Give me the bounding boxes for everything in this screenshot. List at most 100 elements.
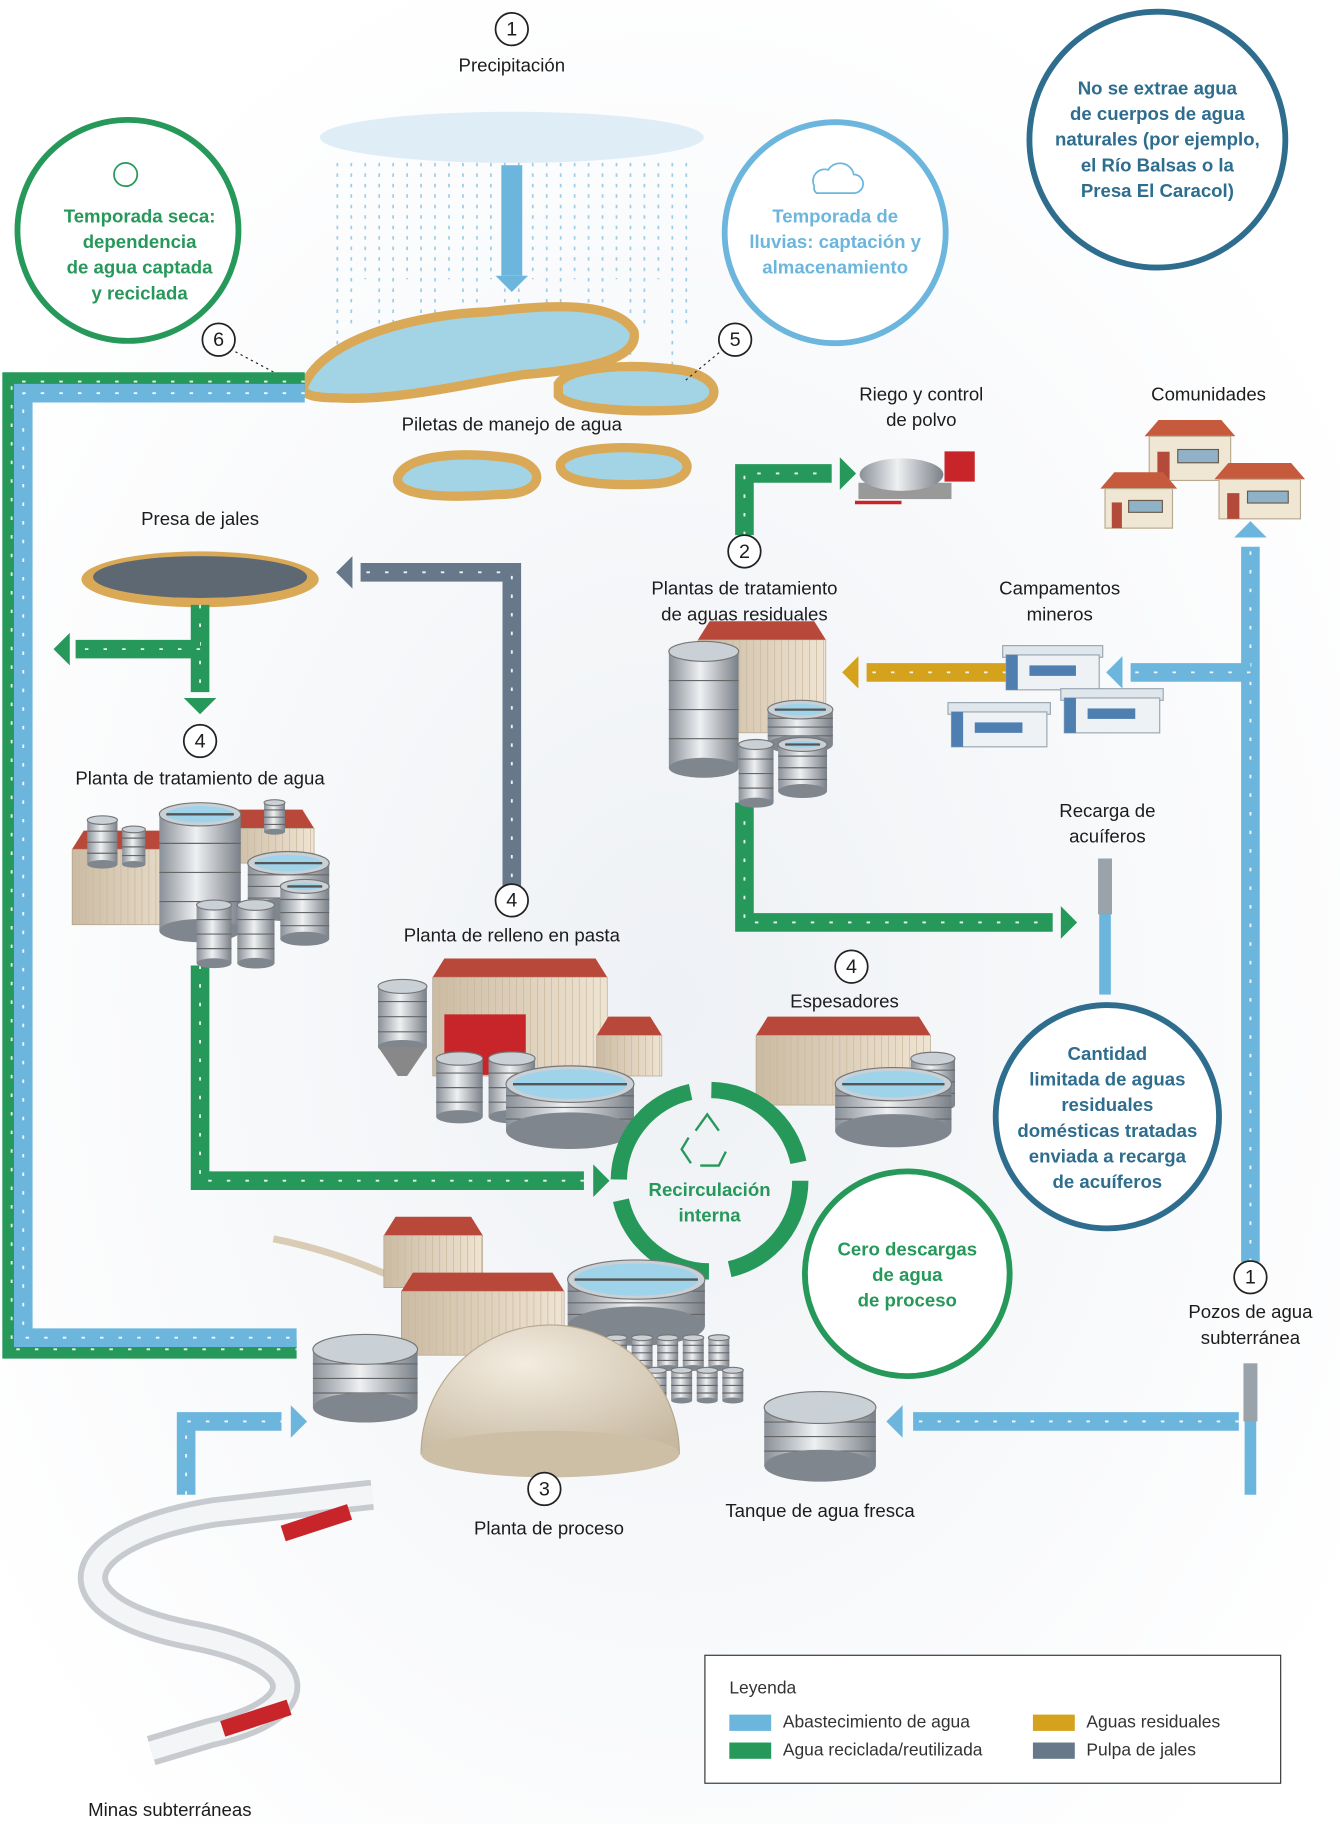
step-number: 1: [1245, 1267, 1256, 1289]
step-number: 4: [195, 730, 206, 752]
callout-text: Presa El Caracol): [1081, 180, 1234, 201]
callout-text: de acuíferos: [1053, 1171, 1163, 1192]
callout-text: Temporada de: [772, 205, 898, 226]
step-number: 5: [730, 329, 741, 351]
tank-bottom: [87, 860, 117, 869]
label: Pozos de agua: [1188, 1301, 1313, 1322]
callout-text: de agua captada: [67, 257, 213, 278]
supply-well-head: [1243, 1363, 1257, 1421]
label: Planta de proceso: [474, 1518, 624, 1539]
cloud: [320, 112, 704, 163]
legend-label: Pulpa de jales: [1086, 1739, 1196, 1759]
roof: [433, 959, 607, 978]
tank-bottom: [669, 758, 739, 778]
tank-top: [264, 800, 285, 806]
callout-text: domésticas tratadas: [1017, 1120, 1197, 1141]
tank-top: [313, 1334, 418, 1364]
tank-bottom: [436, 1110, 483, 1123]
tank-top: [87, 816, 117, 825]
callout-text: y reciclada: [91, 282, 188, 303]
step-number: 4: [506, 890, 517, 912]
label: Precipitación: [459, 54, 566, 75]
barrack-front: [1006, 655, 1018, 690]
house-window: [1129, 500, 1163, 512]
barrack-window: [1088, 708, 1136, 718]
callout-text: almacenamiento: [762, 257, 908, 278]
tank-bottom: [835, 1114, 951, 1147]
tank-top: [697, 1367, 718, 1373]
tank-bottom: [313, 1393, 418, 1423]
tank-top: [378, 979, 427, 993]
step-number: 3: [539, 1478, 550, 1500]
callout-text: Recirculación: [649, 1179, 771, 1200]
tank-top: [669, 641, 739, 661]
legend-swatch: [729, 1715, 771, 1731]
dome-base: [421, 1431, 679, 1478]
roof: [384, 1217, 483, 1236]
callout-circle: [996, 1005, 1219, 1228]
label: Recarga de: [1059, 800, 1155, 821]
callout-text: interna: [679, 1205, 742, 1226]
label: de aguas residuales: [661, 603, 828, 624]
callout-text: limitada de aguas: [1029, 1069, 1185, 1090]
legend-label: Abastecimiento de agua: [783, 1711, 970, 1731]
tank-top: [739, 740, 774, 750]
house-window: [1248, 491, 1289, 503]
label: Riego y control: [859, 383, 983, 404]
label: Minas subterráneas: [88, 1799, 251, 1820]
house-door: [1227, 493, 1239, 519]
diagram: 1PrecipitaciónPiletas de manejo de agua6…: [0, 0, 1340, 1824]
label: Presa de jales: [141, 508, 259, 529]
rain-pipe: [501, 165, 522, 276]
tank-bottom: [237, 958, 274, 969]
tank-top: [708, 1335, 729, 1341]
tank-bottom: [764, 1450, 876, 1482]
legend-swatch: [1033, 1743, 1075, 1759]
callout-text: el Río Balsas o la: [1081, 154, 1235, 175]
truck-tank: [860, 458, 944, 491]
truck-cab: [945, 451, 975, 481]
tank-bottom: [197, 958, 232, 968]
tank-top: [657, 1335, 678, 1341]
label: de polvo: [886, 409, 956, 430]
barrack-window: [975, 722, 1023, 732]
legend-swatch: [729, 1743, 771, 1759]
tank-top: [237, 900, 274, 911]
tank-top: [436, 1052, 483, 1065]
house-roof: [1214, 463, 1305, 479]
tank-bottom: [122, 861, 145, 868]
pond-water: [558, 367, 714, 411]
callout-text: dependencia: [83, 231, 197, 252]
legend-label: Agua reciclada/reutilizada: [783, 1739, 983, 1759]
legend-title: Leyenda: [729, 1678, 796, 1698]
barrack-front: [951, 712, 963, 747]
label: Plantas de tratamiento: [651, 578, 837, 599]
callout-text: enviada a recarga: [1029, 1145, 1187, 1166]
tank-top: [683, 1335, 704, 1341]
callout-text: Cero descargas: [837, 1238, 977, 1259]
pond-water: [560, 448, 687, 485]
tank-bottom: [506, 1112, 634, 1149]
callout-text: de proceso: [858, 1290, 957, 1311]
tank-top: [911, 1052, 955, 1065]
tank-top: [764, 1392, 876, 1424]
barrack-window: [1029, 665, 1076, 675]
house-door: [1112, 502, 1122, 528]
callout-text: lluvias: captación y: [749, 231, 921, 252]
label: Espesadores: [790, 991, 899, 1012]
step-number: 2: [739, 541, 750, 563]
supply-well-pipe: [1245, 1419, 1257, 1495]
tailings-surface: [93, 556, 307, 598]
tank-top: [722, 1367, 743, 1373]
label: Comunidades: [1151, 383, 1266, 404]
tank-top: [632, 1335, 653, 1341]
recharge-well-head: [1098, 858, 1112, 914]
roof: [756, 1017, 930, 1036]
callout-text: No se extrae agua: [1078, 78, 1238, 99]
tank-bottom: [778, 784, 827, 798]
tank-bottom: [722, 1398, 743, 1404]
tank-bottom: [739, 798, 774, 808]
callout-text: de cuerpos de agua: [1070, 103, 1245, 124]
label: Piletas de manejo de agua: [402, 414, 623, 435]
house-window: [1178, 450, 1219, 463]
